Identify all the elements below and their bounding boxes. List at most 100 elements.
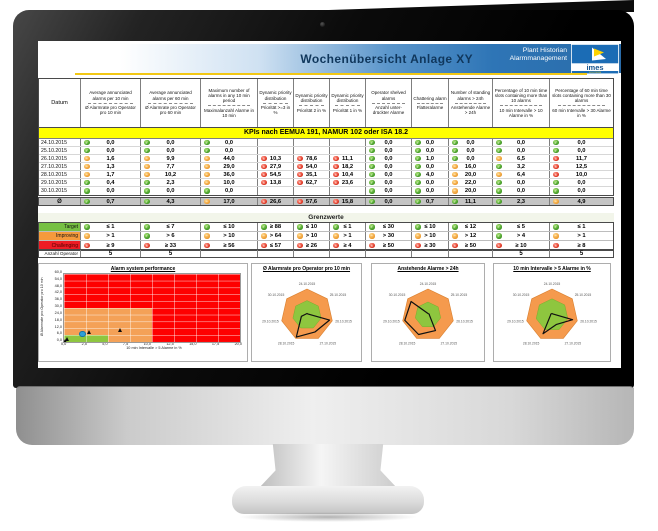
- status-icon: [553, 233, 559, 239]
- header-separator: [88, 102, 133, 104]
- status-icon: [144, 163, 150, 170]
- kpi-cell: 0,0: [550, 139, 613, 146]
- kpi-value: 0,4: [106, 179, 115, 186]
- column-header-de: Anzahl unter- drückter Alarme: [372, 105, 405, 116]
- header-separator: [334, 105, 361, 107]
- kpi-value: 35,1: [305, 171, 318, 178]
- kpi-value: 27,9: [269, 163, 282, 170]
- radar-axis-label: 26.10.2015: [456, 320, 473, 324]
- status-icon: [84, 188, 90, 194]
- kpi-cell: 0,0: [412, 139, 449, 146]
- status-icon: [84, 233, 90, 239]
- kpi-value: 0,0: [224, 147, 234, 154]
- column-header-de: Ø Alarmrate pro Operator pro 10 min: [85, 105, 136, 116]
- kpi-value: 0,0: [106, 147, 115, 154]
- kpi-cell: 20,0: [449, 187, 493, 195]
- kpi-value: 7,7: [166, 163, 175, 170]
- svg-text:SOLUTIONS: SOLUTIONS: [589, 72, 602, 74]
- kpi-value: 1,3: [106, 163, 115, 170]
- scatter-plot-area: [63, 273, 241, 343]
- table-row: 25.10.2015 0,0 0,0 0,0 0,0 0,0 0,0 0,0 0…: [39, 147, 613, 155]
- threshold-cell: ≥ 9: [81, 241, 141, 250]
- column-header: Average annunciated alarms per 10 min Ø …: [81, 79, 141, 127]
- threshold-row: Challenging ≥ 9 ≥ 33 ≥ 56 ≤ 57 ≥ 26 ≥ 4 …: [39, 241, 613, 250]
- status-icon: [369, 163, 375, 170]
- status-icon: [415, 242, 421, 249]
- monitor-stand-base: [232, 486, 424, 514]
- monitor-stand-neck: [259, 444, 397, 488]
- status-icon: [415, 233, 421, 239]
- threshold-cell: ≥ 50: [366, 241, 412, 250]
- x-tick: 0,0: [61, 342, 67, 346]
- status-icon: [261, 179, 267, 186]
- column-header: Chattering alarm Flatteralarme: [412, 79, 449, 127]
- operator-count: 5: [108, 250, 113, 257]
- kpi-cell: [330, 139, 366, 146]
- kpi-value: 0,0: [516, 179, 526, 186]
- column-header: Percentage of 60 min time slots containi…: [550, 79, 613, 127]
- status-icon: [369, 155, 375, 162]
- threshold-cell: ≤ 7: [141, 223, 201, 231]
- threshold-cell: > 4: [493, 232, 550, 240]
- status-icon: [452, 233, 458, 239]
- table-body: 24.10.2015 0,0 0,0 0,0 0,0 0,0 0,0 0,0 0…: [39, 139, 613, 195]
- status-icon: [452, 198, 458, 205]
- threshold-cell: ≤ 30: [366, 223, 412, 231]
- status-icon: [297, 224, 303, 230]
- radar-axis-label: 25.10.2015: [575, 293, 592, 297]
- kpi-value: 1,0: [425, 155, 435, 162]
- status-icon: [496, 139, 502, 146]
- header-separator: [207, 105, 251, 107]
- column-header-de: Priorität 1 in %: [332, 107, 363, 113]
- brand-line2: Alarmmanagement: [509, 55, 567, 63]
- kpi-cell: 0,0: [201, 139, 258, 146]
- kpi-cell: 44,0: [201, 155, 258, 162]
- kpi-cell: 11,1: [330, 155, 366, 162]
- kpi-value: 0,0: [425, 179, 435, 186]
- x-tick: 15,0: [189, 342, 197, 346]
- status-icon: [452, 224, 458, 230]
- column-header-en: Average annunciated alarms per 10 min: [89, 90, 132, 101]
- radar-axis-label: 30.10.2015: [267, 293, 284, 297]
- threshold-cell: > 30: [366, 232, 412, 240]
- status-icon: [553, 242, 559, 249]
- kpi-cell: 0,0: [493, 147, 550, 154]
- column-header-en: Dynamic priority distribution: [295, 93, 328, 104]
- status-icon: [496, 147, 502, 154]
- radar-axis-label: 30.10.2015: [513, 293, 530, 297]
- status-icon: [333, 171, 339, 178]
- radar-panel-alarmrate: Ø Alarmrate pro Operator pro 10 min 24.1…: [251, 263, 362, 362]
- kpi-value: 22,0: [464, 179, 477, 186]
- imes-logo-icon: imes SOLUTIONS: [571, 44, 619, 74]
- status-icon: [496, 163, 502, 170]
- radar-axis-label: 25.10.2015: [329, 293, 346, 297]
- threshold-cell: ≥ 50: [449, 241, 493, 250]
- chart-title: Anstehende Alarme > 24h: [397, 266, 459, 272]
- kpi-value: 9,9: [166, 155, 175, 162]
- radar-axis-label: 26.10.2015: [580, 320, 597, 324]
- threshold-row: Target ≤ 1 ≤ 7 ≤ 10 ≥ 88 ≤ 10 ≤ 1 ≤ 30 ≤…: [39, 223, 613, 232]
- threshold-cell: > 1: [550, 232, 613, 240]
- column-header: Number of standing alarms > 24h Anstehen…: [449, 79, 493, 127]
- status-icon: [553, 179, 559, 186]
- kpi-value: 0,0: [516, 139, 526, 146]
- kpi-cell: 0,0: [550, 179, 613, 186]
- column-header-datum: Datum: [39, 79, 81, 127]
- kpi-value: 13,8: [269, 179, 282, 186]
- kpi-cell: 16,0: [449, 163, 493, 170]
- kpi-value: 0,0: [516, 188, 526, 194]
- y-axis-label: Ø Alarmrate pro Operator pro 10 min: [40, 277, 44, 337]
- kpi-cell: [294, 147, 330, 154]
- status-icon: [452, 139, 458, 146]
- column-header-en: Dynamic priority distribution: [259, 90, 292, 101]
- status-icon: [333, 224, 339, 230]
- status-icon: [297, 233, 303, 239]
- avg-cell: 4,9: [550, 198, 613, 205]
- status-icon: [204, 155, 210, 162]
- avg-cell: 26,6: [258, 198, 294, 205]
- kpi-value: 23,6: [341, 179, 354, 186]
- kpi-value: 6,4: [516, 171, 526, 178]
- threshold-label: Target: [39, 223, 81, 231]
- kpi-cell: 10,0: [550, 171, 613, 178]
- kpi-value: 1,6: [106, 155, 115, 162]
